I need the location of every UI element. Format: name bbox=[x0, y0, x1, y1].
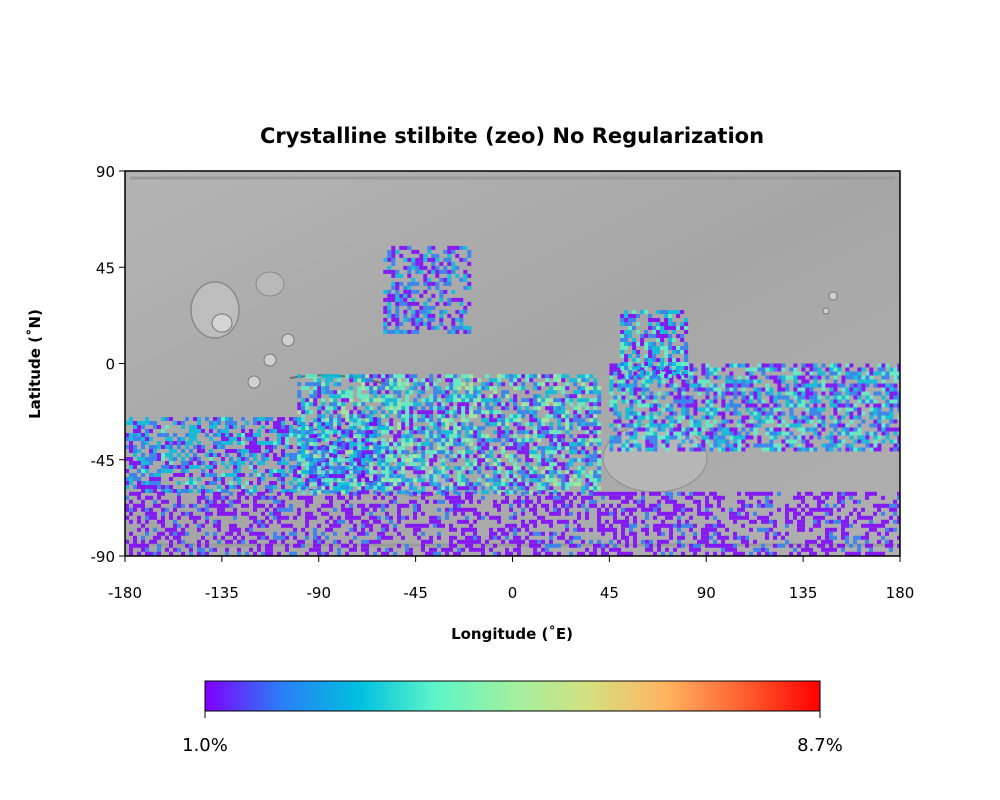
x-tick-label: 180 bbox=[886, 584, 915, 602]
map-title: Crystalline stilbite (zeo) No Regulariza… bbox=[259, 124, 765, 148]
x-tick-label: 45 bbox=[600, 584, 619, 602]
colorbar bbox=[204, 680, 821, 712]
x-tick-label: -180 bbox=[108, 584, 142, 602]
y-tick-label: -45 bbox=[91, 452, 116, 470]
y-axis-ticks: 90 45 0 -45 -90 bbox=[91, 163, 125, 566]
y-tick-label: 0 bbox=[105, 356, 115, 374]
x-tick-label: 135 bbox=[789, 584, 818, 602]
colorbar-max-label: 8.7% bbox=[797, 735, 843, 756]
x-axis-ticks: -180 -135 -90 -45 0 45 90 135 180 bbox=[108, 556, 914, 602]
x-tick-label: -45 bbox=[403, 584, 428, 602]
y-axis-label: Latitude (˚N) bbox=[26, 309, 44, 419]
x-tick-label: 90 bbox=[697, 584, 716, 602]
y-tick-label: 90 bbox=[96, 163, 115, 181]
y-tick-label: 45 bbox=[96, 259, 115, 277]
x-axis-label: Longitude (˚E) bbox=[451, 625, 573, 643]
x-tick-label: -90 bbox=[307, 584, 332, 602]
x-tick-label: -135 bbox=[205, 584, 239, 602]
y-tick-label: -90 bbox=[91, 548, 116, 566]
abundance-overlay bbox=[125, 245, 900, 556]
colorbar-min-label: 1.0% bbox=[182, 735, 228, 756]
x-tick-label: 0 bbox=[508, 584, 518, 602]
